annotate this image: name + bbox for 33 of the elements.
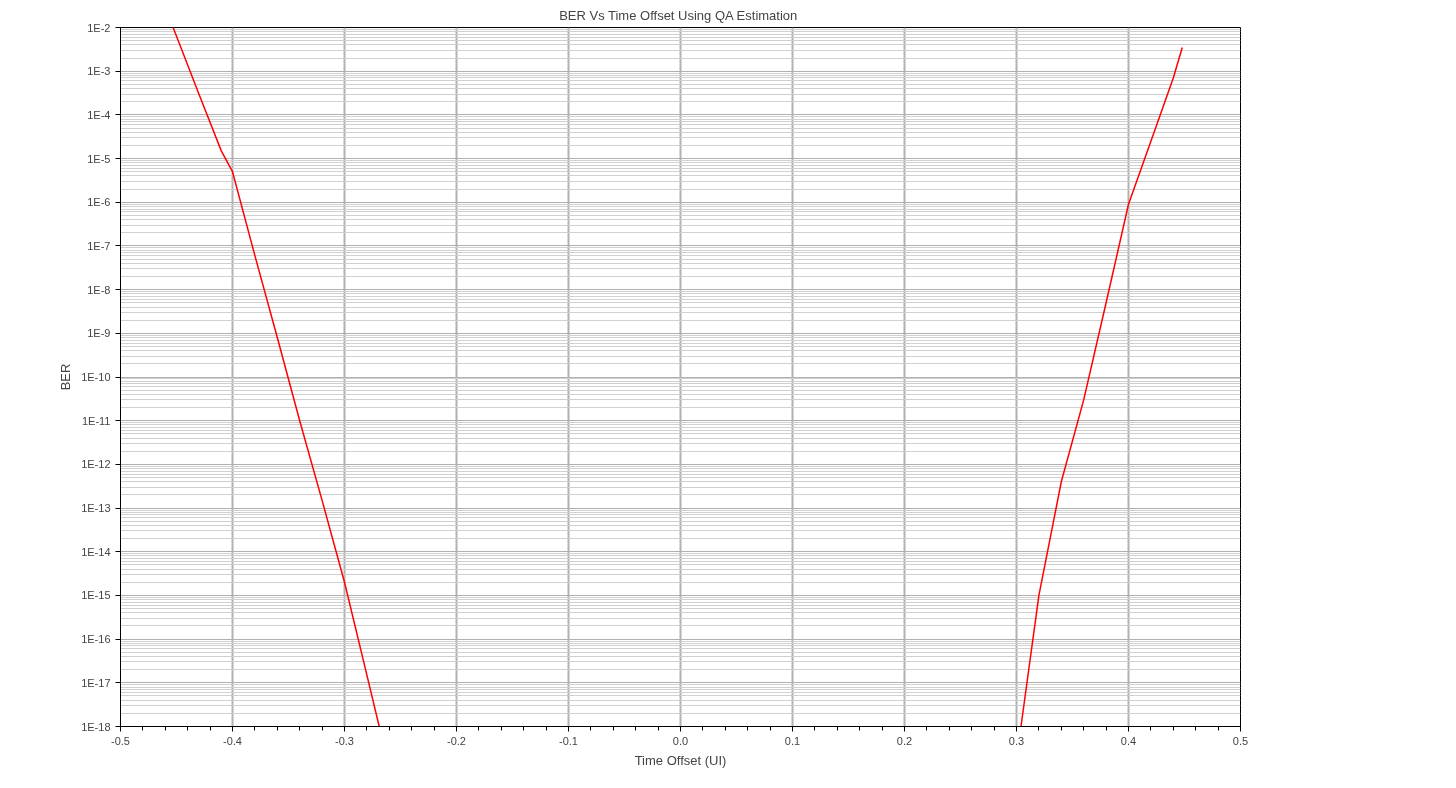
y-tick-label: 1E-11 xyxy=(81,414,111,427)
y-tick-label: 1E-10 xyxy=(81,371,111,383)
x-tick-label: -0.2 xyxy=(447,734,466,747)
y-tick-label: 1E-9 xyxy=(87,327,111,340)
x-tick-label: 0.1 xyxy=(784,734,801,747)
y-tick-label: 1E-17 xyxy=(81,676,111,689)
chart-title: BER Vs Time Offset Using QA Estimation xyxy=(559,7,798,23)
y-tick-label: 1E-7 xyxy=(87,239,111,252)
y-tick-label: 1E-5 xyxy=(87,152,111,165)
y-tick-label: 1E-16 xyxy=(81,633,111,646)
y-tick-label: 1E-8 xyxy=(87,283,111,296)
y-tick-label: 1E-6 xyxy=(87,196,111,209)
x-tick-label: -0.5 xyxy=(111,734,130,747)
line-series xyxy=(172,27,380,727)
y-tick-label: 1E-13 xyxy=(81,502,111,515)
y-tick-label: 1E-18 xyxy=(81,720,111,733)
x-tick-label: -0.3 xyxy=(335,734,354,747)
y-tick-label: 1E-4 xyxy=(87,108,111,121)
line-series xyxy=(1020,46,1184,727)
y-tick-label: 1E-2 xyxy=(87,21,111,34)
x-tick-label: -0.4 xyxy=(223,734,242,747)
y-axis-title: BER xyxy=(58,363,74,391)
x-axis-title: Time Offset (UI) xyxy=(634,752,727,768)
x-tick-label: -0.1 xyxy=(559,734,578,747)
x-tick-label: 0.3 xyxy=(1008,734,1025,747)
x-tick-label: 0.4 xyxy=(1120,734,1137,747)
x-tick-label: 0.2 xyxy=(896,734,913,747)
y-tick-label: 1E-15 xyxy=(81,589,111,602)
y-tick-label: 1E-12 xyxy=(81,458,111,471)
y-tick-label: 1E-14 xyxy=(81,545,111,558)
x-tick-label: 0.0 xyxy=(672,734,689,747)
y-tick-label: 1E-3 xyxy=(87,65,111,78)
x-tick-label: 0.5 xyxy=(1232,734,1249,747)
